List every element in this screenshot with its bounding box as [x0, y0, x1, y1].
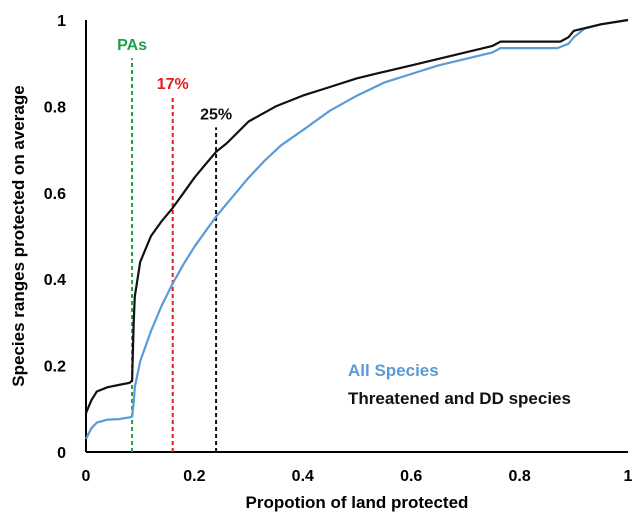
- y-tick-label: 0.6: [44, 186, 66, 203]
- y-tick-labels: 0 0.2 0.4 0.6 0.8 1: [44, 13, 66, 462]
- legend: All Species Threatened and DD species: [348, 361, 571, 408]
- y-tick-label: 0.4: [44, 272, 66, 289]
- x-tick-label: 0: [82, 468, 91, 485]
- x-tick-label: 0.2: [183, 468, 205, 485]
- x-tick-labels: 0 0.2 0.4 0.6 0.8 1: [82, 468, 633, 485]
- axes: [85, 20, 628, 453]
- x-tick-label: 0.8: [508, 468, 530, 485]
- x-tick-label: 0.6: [400, 468, 422, 485]
- y-tick-label: 0: [57, 445, 66, 462]
- y-axis-label: Species ranges protected on average: [9, 85, 28, 386]
- series-line: [84, 18, 629, 414]
- series-line: [85, 18, 629, 440]
- reference-line-label: 25%: [200, 106, 232, 123]
- reference-line-label: PAs: [117, 37, 147, 54]
- legend-entry-threatened-dd: Threatened and DD species: [348, 389, 571, 408]
- y-tick-label: 0.8: [44, 99, 66, 116]
- reference-line-label: 17%: [157, 76, 189, 93]
- legend-entry-all-species: All Species: [348, 361, 439, 380]
- x-axis-label: Propotion of land protected: [246, 493, 469, 512]
- y-tick-label: 0.2: [44, 359, 66, 376]
- y-tick-label: 1: [57, 13, 66, 30]
- x-tick-label: 1: [624, 468, 633, 485]
- reference-lines: PAs 17% 25%: [117, 37, 232, 452]
- x-tick-label: 0.4: [292, 468, 314, 485]
- series-lines: [84, 18, 629, 440]
